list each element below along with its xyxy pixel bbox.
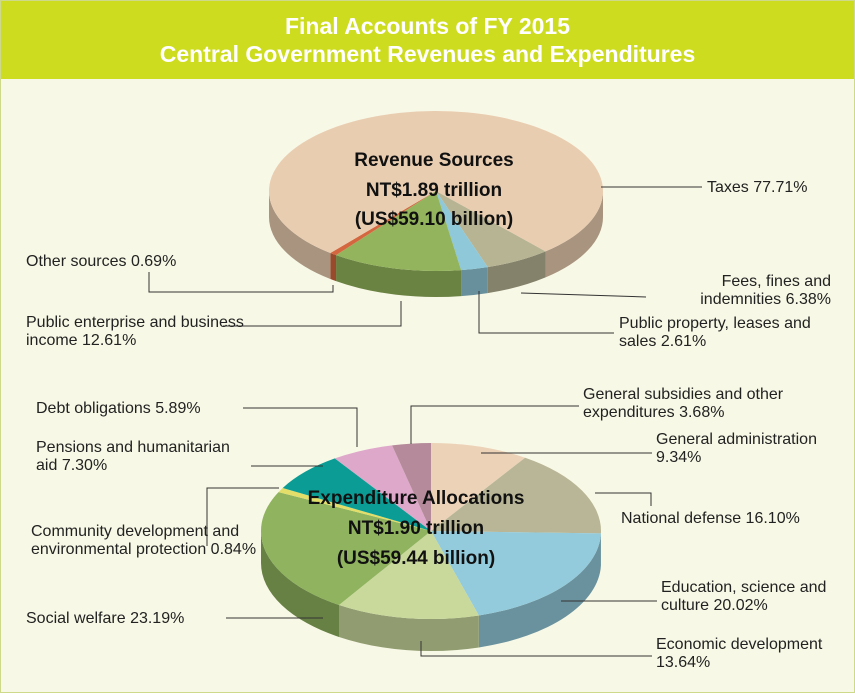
category-name: Social welfare <box>26 610 126 627</box>
center-total-usd: (US$59.10 billion) <box>355 209 513 230</box>
center-total: NT$1.90 trillion <box>348 518 484 539</box>
slice <box>436 191 488 271</box>
category-name: Taxes <box>707 179 749 196</box>
slice <box>278 487 431 531</box>
leader-line <box>148 272 334 293</box>
slice <box>334 445 431 531</box>
slice-label: General administration 9.34% <box>656 431 846 467</box>
category-name: Debt obligations <box>36 400 151 417</box>
header: Final Accounts of FY 2015 Central Govern… <box>1 1 854 79</box>
value-label: 13.64% <box>656 654 711 671</box>
slice <box>330 191 436 256</box>
leader-line <box>410 405 579 444</box>
leader-line <box>206 487 279 546</box>
slice-label: Public property, leases and sales 2.61% <box>619 315 829 351</box>
header-title: Final Accounts of FY 2015 <box>284 13 571 39</box>
value-label: 0.69% <box>130 253 177 270</box>
value-label: 20.02% <box>713 597 768 614</box>
value-label: 16.10% <box>745 510 800 527</box>
category-name: Other sources <box>26 253 127 270</box>
slice-label: Fees, fines and indemnities 6.38% <box>641 273 831 309</box>
slice-label: Other sources 0.69% <box>26 253 266 271</box>
category-name: Education, science and culture <box>661 579 827 614</box>
slice-side <box>336 255 462 298</box>
slice <box>431 457 602 534</box>
value-label: 12.61% <box>82 332 137 349</box>
slice <box>282 458 431 531</box>
slice-side <box>330 252 337 282</box>
slice-side <box>461 267 488 297</box>
value-label: 77.71% <box>753 179 808 196</box>
category-name: Public enterprise and business income <box>26 314 244 349</box>
slice-side <box>545 191 603 278</box>
leader-line <box>595 492 652 506</box>
slice-side <box>339 605 479 651</box>
value-label: 23.19% <box>130 610 185 627</box>
leader-line <box>520 292 647 298</box>
value-label: 5.89% <box>155 400 201 417</box>
leader-line <box>420 641 652 657</box>
value-label: 9.34% <box>656 449 702 466</box>
slice-label: Taxes 77.71% <box>707 179 847 197</box>
leader-line <box>223 301 402 327</box>
slice <box>336 191 462 271</box>
category-name: Community development and environmental … <box>31 523 240 558</box>
slice <box>436 191 546 268</box>
header-subtitle: Central Government Revenues and Expendit… <box>159 41 696 67</box>
category-name: Fees, fines and indemnities <box>700 273 831 308</box>
category-name: General subsidies and other expenditures <box>583 386 784 421</box>
slice <box>392 443 431 531</box>
slice <box>339 531 479 619</box>
category-name: Economic development <box>656 636 823 653</box>
slice-label: Community development and environmental … <box>31 523 261 559</box>
value-label: 6.38% <box>785 291 831 308</box>
leader-line <box>243 407 358 447</box>
category-name: National defense <box>621 510 742 527</box>
center-total: NT$1.89 trillion <box>366 180 502 201</box>
slice-label: National defense 16.10% <box>621 510 851 528</box>
slice <box>431 443 526 531</box>
value-label: 2.61% <box>660 333 707 350</box>
center-title: Revenue Sources <box>354 150 513 171</box>
category-name: Public property, leases and sales <box>619 315 811 350</box>
slice <box>261 492 431 606</box>
center-title: Expenditure Allocations <box>308 488 525 509</box>
slice-label: Public enterprise and business income 12… <box>26 314 256 350</box>
slice-label: Economic development 13.64% <box>656 636 846 672</box>
slice-side <box>487 251 546 294</box>
slice-side <box>261 531 340 638</box>
value-label: 0.84% <box>210 541 257 558</box>
value-label: 3.68% <box>679 404 725 421</box>
slice-label: Debt obligations 5.89% <box>36 400 246 418</box>
slice-side <box>478 533 601 648</box>
slice-label: Pensions and humanitarian aid 7.30% <box>36 439 251 475</box>
value-label: 7.30% <box>61 457 108 474</box>
slice-label: General subsidies and other expenditures… <box>583 386 843 422</box>
slice-label: Education, science and culture 20.02% <box>661 579 851 615</box>
category-name: Pensions and humanitarian aid <box>36 439 230 474</box>
category-name: General administration <box>656 431 817 448</box>
slice-side <box>269 191 331 279</box>
center-total-usd: (US$59.44 billion) <box>337 548 495 569</box>
slice-label: Social welfare 23.19% <box>26 610 226 628</box>
slice <box>269 111 603 253</box>
slice <box>431 531 601 616</box>
leader-line <box>478 291 614 334</box>
